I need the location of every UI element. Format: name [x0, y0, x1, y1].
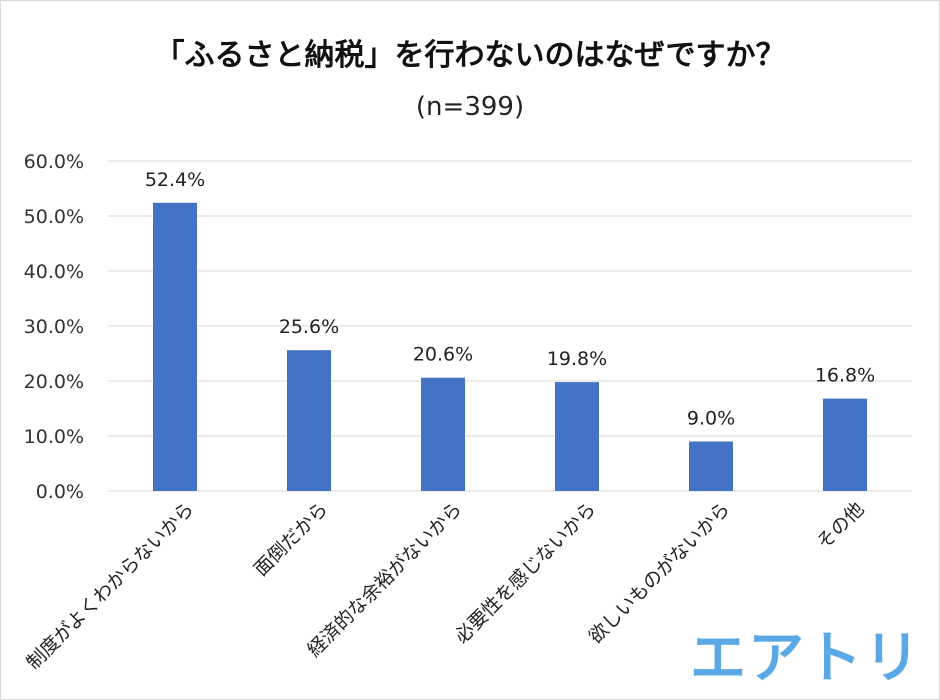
airtrip-logo: エアトリ — [690, 626, 922, 691]
bar — [153, 202, 197, 492]
chart-title: 「ふるさと納税」を行わないのはなぜですか？ — [154, 38, 786, 73]
bar — [421, 377, 465, 491]
x-tick-label: 必要性を感じないから — [451, 498, 601, 648]
bar — [689, 441, 733, 491]
data-label: 52.4% — [145, 169, 205, 191]
x-tick-label: 経済的な余裕がないから — [303, 498, 466, 661]
data-label: 16.8% — [815, 365, 875, 387]
data-label: 20.6% — [413, 344, 473, 366]
x-tick-label: その他 — [813, 498, 869, 554]
data-label: 25.6% — [279, 316, 339, 338]
y-tick-label: 10.0% — [24, 426, 84, 448]
bar — [823, 398, 867, 491]
chart-subtitle: (n=399) — [415, 92, 525, 122]
y-tick-label: 20.0% — [24, 371, 84, 393]
bar — [555, 382, 599, 491]
x-tick-label: 制度がよくわからないから — [22, 498, 198, 674]
y-tick-label: 40.0% — [24, 261, 84, 283]
data-label: 19.8% — [547, 348, 607, 370]
y-tick-label: 60.0% — [24, 151, 84, 173]
y-tick-label: 50.0% — [24, 206, 84, 228]
bar — [287, 350, 331, 491]
y-tick-label: 0.0% — [36, 481, 84, 503]
data-label: 9.0% — [687, 408, 735, 430]
x-tick-label: 面倒だから — [250, 498, 333, 581]
y-tick-label: 30.0% — [24, 316, 84, 338]
